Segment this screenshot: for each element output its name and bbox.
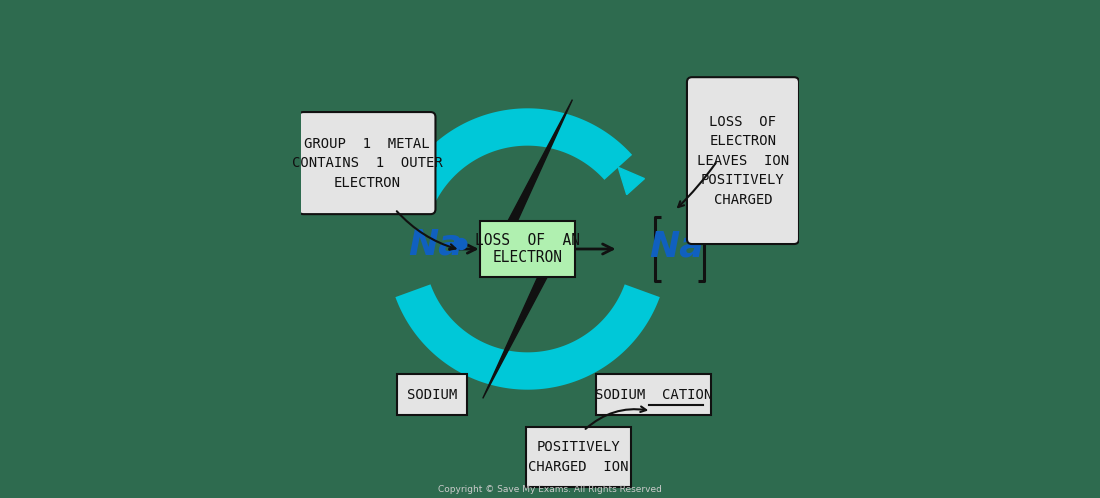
Polygon shape xyxy=(483,100,572,398)
Text: Na: Na xyxy=(650,230,704,263)
Circle shape xyxy=(455,239,466,249)
Polygon shape xyxy=(395,284,660,389)
FancyBboxPatch shape xyxy=(298,112,436,214)
Text: GROUP  1  METAL
CONTAINS  1  OUTER
ELECTRON: GROUP 1 METAL CONTAINS 1 OUTER ELECTRON xyxy=(292,136,442,190)
Text: SODIUM  CATION: SODIUM CATION xyxy=(595,387,712,402)
FancyBboxPatch shape xyxy=(480,221,575,277)
Text: LOSS  OF
ELECTRON
LEAVES  ION
POSITIVELY
CHARGED: LOSS OF ELECTRON LEAVES ION POSITIVELY C… xyxy=(697,115,789,207)
Text: SODIUM: SODIUM xyxy=(407,387,456,402)
Text: +: + xyxy=(708,203,722,223)
FancyBboxPatch shape xyxy=(596,374,711,415)
Polygon shape xyxy=(404,109,632,201)
Text: POSITIVELY
CHARGED  ION: POSITIVELY CHARGED ION xyxy=(528,440,629,474)
FancyBboxPatch shape xyxy=(526,427,631,487)
Polygon shape xyxy=(618,167,645,195)
Polygon shape xyxy=(420,163,442,192)
Text: Copyright © Save My Exams. All Rights Reserved: Copyright © Save My Exams. All Rights Re… xyxy=(438,485,662,494)
FancyBboxPatch shape xyxy=(686,77,799,244)
Text: LOSS  OF  AN
ELECTRON: LOSS OF AN ELECTRON xyxy=(475,233,580,265)
Text: Na: Na xyxy=(408,227,463,261)
FancyBboxPatch shape xyxy=(397,374,466,415)
